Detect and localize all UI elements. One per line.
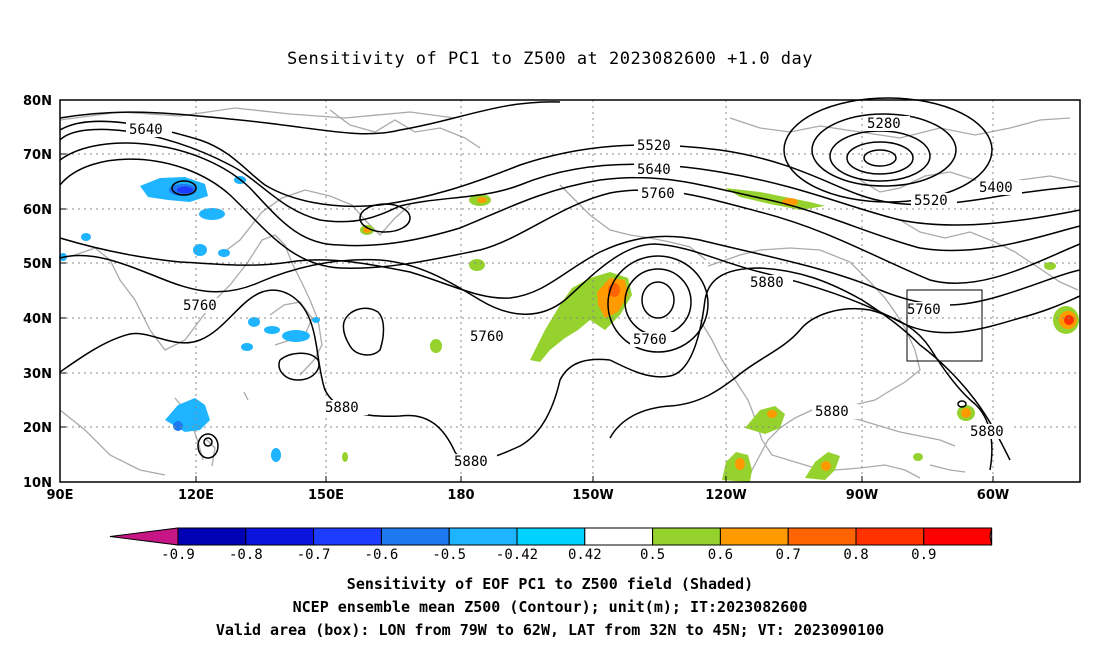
contour-label: 5280 (867, 116, 901, 132)
lon-label: 120E (178, 488, 214, 503)
contour-label: 5880 (815, 404, 849, 420)
contour-label: 5760 (183, 298, 217, 314)
shade-patch (342, 452, 348, 462)
contour-label: 5520 (637, 138, 671, 154)
colorbar-label: -0.42 (496, 547, 538, 563)
shade-patch (264, 326, 280, 334)
colorbar-end-high (989, 527, 993, 546)
colorbar-label: 0.7 (776, 547, 801, 563)
colorbar-segment (177, 527, 247, 546)
colorbar-label: -0.6 (365, 547, 399, 563)
lat-label: 80N (23, 94, 52, 109)
lat-label: 70N (23, 148, 52, 163)
caption-contour: NCEP ensemble mean Z500 (Contour); unit(… (292, 598, 808, 616)
caption-shading: Sensitivity of EOF PC1 to Z500 field (Sh… (346, 575, 754, 593)
valid-area-box (906, 289, 983, 362)
contour-labels: 5640 5520 5640 5760 5280 5400 5520 5760 … (126, 116, 1022, 470)
shade-patch (767, 410, 777, 418)
colorbar-segment (787, 527, 857, 546)
shade-patch (735, 458, 745, 470)
colorbar-segment (652, 527, 721, 546)
lon-label: 150W (572, 488, 613, 503)
colorbar-label: 0.42 (568, 547, 602, 563)
colorbar-label: -0.9 (161, 547, 195, 563)
shade-patch (821, 461, 831, 471)
coastlines (59, 107, 1079, 481)
z500-contours (59, 97, 1081, 471)
contour-label: 5520 (914, 193, 948, 209)
lon-label: 120W (705, 488, 746, 503)
colorbar: -0.9 -0.8 -0.7 -0.6 -0.5 -0.42 0.42 0.5 0.6 0.7 0.… (109, 527, 993, 563)
shade-patch (725, 188, 825, 210)
shade-patch (199, 208, 225, 220)
gridlines (60, 100, 1080, 482)
colorbar-end-low (109, 527, 179, 546)
shade-patch (248, 317, 260, 327)
longitude-labels: 90E 120E 150E 180 150W 120W 90W 60W (47, 488, 1010, 503)
colorbar-label: -0.7 (297, 547, 331, 563)
colorbar-segment (380, 527, 450, 546)
contour-label: 5760 (641, 186, 675, 202)
shade-patch (81, 233, 91, 241)
colorbar-segment (245, 527, 315, 546)
shade-patch (271, 448, 281, 462)
shade-patch (241, 343, 253, 351)
colorbar-segment (516, 527, 586, 546)
lat-label: 40N (23, 312, 52, 327)
shade-patch (173, 421, 183, 431)
contour-label: 5760 (633, 332, 667, 348)
tick-marks (60, 99, 994, 482)
lat-label: 10N (23, 476, 52, 491)
contour-label: 5880 (325, 400, 359, 416)
lon-label: 90E (47, 488, 74, 503)
sensitivity-shading (59, 176, 1079, 482)
shade-patch (597, 278, 628, 318)
lon-label: 60W (977, 488, 1009, 503)
colorbar-segment (584, 527, 654, 546)
contour-label: 5640 (129, 122, 163, 138)
colorbar-segment (855, 527, 925, 546)
shade-patch (177, 186, 193, 194)
colorbar-label: 0.8 (843, 547, 868, 563)
contour-label: 5880 (454, 454, 488, 470)
shade-patch (961, 408, 971, 418)
colorbar-label: -0.5 (432, 547, 466, 563)
shade-patch (913, 453, 923, 461)
caption-valid-area: Valid area (box): LON from 79W to 62W, L… (215, 621, 885, 639)
colorbar-label: 0.5 (640, 547, 665, 563)
latitude-labels: 80N 70N 60N 50N 40N 30N 20N 10N (23, 94, 52, 491)
colorbar-segment (923, 527, 993, 546)
shade-patch (193, 244, 207, 256)
shade-patch (477, 197, 487, 203)
contour-label: 5760 (470, 329, 504, 345)
lon-label: 150E (308, 488, 344, 503)
contour-label: 5760 (907, 302, 941, 318)
contour-label: 5640 (637, 162, 671, 178)
colorbar-label: 0.6 (708, 547, 733, 563)
colorbar-label: 0.9 (911, 547, 936, 563)
lat-label: 30N (23, 367, 52, 382)
colorbar-segment (313, 527, 382, 546)
lon-label: 180 (447, 488, 474, 503)
plot-frame (59, 99, 1081, 483)
lat-label: 60N (23, 203, 52, 218)
contour-label: 5400 (979, 180, 1013, 196)
plot-title: Sensitivity of PC1 to Z500 at 2023082600… (286, 49, 813, 69)
shade-patch (282, 330, 310, 342)
shade-patch (430, 339, 442, 353)
contour-label: 5880 (750, 275, 784, 291)
shade-patch (1064, 315, 1074, 325)
lon-label: 90W (846, 488, 878, 503)
lat-label: 50N (23, 257, 52, 272)
lat-label: 20N (23, 421, 52, 436)
colorbar-segment (719, 527, 789, 546)
colorbar-label: -0.8 (229, 547, 263, 563)
contour-label: 5880 (970, 424, 1004, 440)
shade-patch (218, 249, 230, 257)
shade-patch (469, 259, 485, 271)
shade-patch (1044, 262, 1056, 270)
colorbar-segment (448, 527, 518, 546)
